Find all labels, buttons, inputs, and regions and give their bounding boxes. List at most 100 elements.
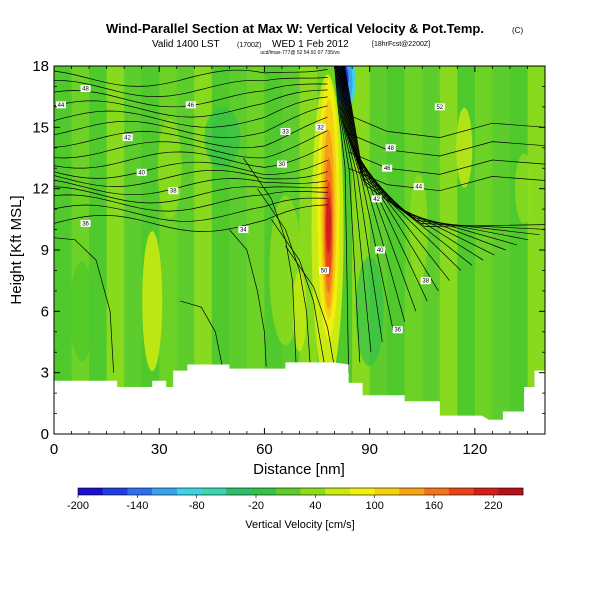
y-tick-label: 18 <box>32 58 49 75</box>
theta-contour <box>348 167 545 192</box>
x-axis: 0 30 60 90 120 <box>50 66 546 458</box>
theta-contour <box>54 197 328 222</box>
velocity-band <box>71 66 90 434</box>
updraft-weak <box>514 153 533 224</box>
theta-contour <box>54 191 328 212</box>
theta-contour <box>336 66 394 332</box>
theta-label-text: 38 <box>422 279 429 285</box>
downdraft-weak <box>355 256 384 367</box>
velocity-band <box>422 66 441 434</box>
theta-contour <box>54 204 328 232</box>
theta-label: 40 <box>375 246 386 254</box>
theta-label: 42 <box>371 195 382 203</box>
theta-label-text: 50 <box>321 268 328 274</box>
theta-contour <box>54 237 114 373</box>
theta-label-text: 42 <box>373 197 380 203</box>
updraft-weak <box>157 118 182 219</box>
theta-label-bg <box>80 84 91 92</box>
theta-label-text: 34 <box>240 228 247 234</box>
theta-label-bg <box>420 277 431 285</box>
theta-label-bg <box>375 246 386 254</box>
theta-label-bg <box>136 168 147 176</box>
plot-area: 48 46 44 42 40 38 36 34 33 32 30 50 52 48 46 44 42 40 38 36 <box>54 66 545 434</box>
theta-contour <box>348 114 545 138</box>
theta-label-text: 40 <box>138 170 145 176</box>
theta-label-bg <box>168 187 179 195</box>
y-tick-label: 3 <box>41 365 49 382</box>
theta-label-bg <box>238 226 249 234</box>
theta-label: 46 <box>185 101 196 109</box>
colorbar-swatch <box>300 488 326 495</box>
theta-label-text: 40 <box>377 248 384 254</box>
colorbar: -200 -140 -80 -20 40 100 160 220 <box>67 487 524 512</box>
x-tick-label: 120 <box>462 441 487 458</box>
velocity-band <box>509 66 528 434</box>
velocity-band <box>492 66 511 434</box>
updraft-weak <box>292 271 307 352</box>
theta-contour <box>54 130 328 159</box>
theta-contour <box>348 151 545 175</box>
theta-contour <box>341 66 506 251</box>
subtitle-utc: (1700Z) <box>237 42 262 49</box>
theta-label-bg <box>56 101 67 109</box>
theta-label: 48 <box>385 144 396 152</box>
theta-contour <box>334 66 361 363</box>
updraft-weak <box>142 231 163 372</box>
theta-label-bg <box>319 266 330 274</box>
colorbar-swatch <box>349 488 375 495</box>
theta-contour <box>54 186 328 204</box>
colorbar-tick-label: -20 <box>248 500 264 512</box>
theta-label-text: 48 <box>387 146 394 152</box>
theta-contour <box>54 159 328 179</box>
theta-label-text: 36 <box>82 221 89 227</box>
subtitle-valid: Valid 1400 LST <box>152 39 220 50</box>
terrain-mask <box>54 362 545 434</box>
velocity-band <box>194 66 213 434</box>
y-tick-label: 9 <box>41 242 49 259</box>
theta-label: 46 <box>382 164 393 172</box>
theta-contour <box>343 66 540 236</box>
theta-contour <box>335 66 383 343</box>
theta-contour-labels: 48 46 44 42 40 38 36 34 33 32 30 50 52 48 46 44 42 40 38 36 <box>56 84 445 334</box>
x-tick-label: 90 <box>361 441 378 458</box>
theta-contour <box>335 66 372 353</box>
theta-label-bg <box>122 134 133 142</box>
theta-label: 30 <box>276 160 287 168</box>
theta-label: 38 <box>420 277 431 285</box>
theta-contour <box>54 89 328 118</box>
theta-label-text: 48 <box>82 86 89 92</box>
theta-label: 32 <box>315 123 326 131</box>
colorbar-swatch <box>251 488 277 495</box>
theta-label-bg <box>315 123 326 131</box>
theta-label-text: 52 <box>436 105 443 111</box>
title-mark: (C) <box>512 26 523 35</box>
colorbar-swatch <box>275 488 301 495</box>
velocity-band <box>89 66 108 434</box>
colorbar-tick-label: -80 <box>189 500 205 512</box>
colorbar-frame <box>77 487 524 496</box>
theta-contour <box>334 66 349 373</box>
theta-label-text: 33 <box>282 129 289 135</box>
theta-label-text: 32 <box>317 125 324 131</box>
theta-label: 52 <box>434 103 445 111</box>
theta-label-bg <box>385 144 396 152</box>
theta-contour <box>344 66 545 227</box>
theta-label-text: 44 <box>58 103 65 109</box>
theta-contour <box>54 77 328 97</box>
x-tick-label: 30 <box>151 441 168 458</box>
theta-contour <box>341 66 495 256</box>
theta-label-text: 46 <box>384 166 391 172</box>
theta-label: 50 <box>319 266 330 274</box>
theta-label-text: 46 <box>187 103 194 109</box>
theta-contour <box>342 66 529 241</box>
theta-contour <box>54 69 328 87</box>
theta-label-bg <box>185 101 196 109</box>
colorbar-tick-label: 220 <box>484 500 502 512</box>
theta-label: 40 <box>136 168 147 176</box>
colorbar-tick-label: 40 <box>309 500 321 512</box>
y-tick-label: 6 <box>41 303 49 320</box>
theta-label: 36 <box>80 219 91 227</box>
theta-label: 48 <box>80 84 91 92</box>
theta-label: 34 <box>238 226 249 234</box>
